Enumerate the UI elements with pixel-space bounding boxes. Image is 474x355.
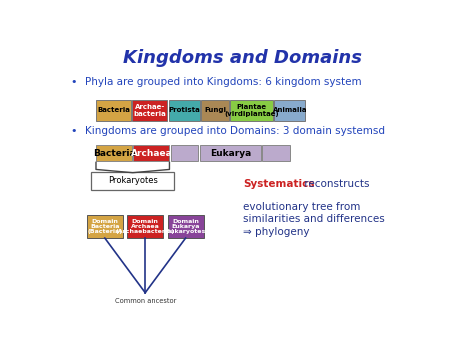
- Text: Animalia: Animalia: [273, 107, 307, 113]
- Text: Protista: Protista: [168, 107, 200, 113]
- Text: Eukarya: Eukarya: [210, 148, 251, 158]
- FancyBboxPatch shape: [87, 215, 123, 238]
- Text: •: •: [70, 126, 77, 136]
- FancyBboxPatch shape: [169, 100, 200, 120]
- FancyBboxPatch shape: [91, 172, 174, 190]
- Text: Fungi: Fungi: [204, 107, 226, 113]
- FancyBboxPatch shape: [127, 215, 163, 238]
- Text: •: •: [70, 77, 77, 87]
- Text: Common ancestor: Common ancestor: [115, 297, 176, 304]
- Text: Archae-
bacteria: Archae- bacteria: [133, 104, 166, 116]
- FancyBboxPatch shape: [201, 100, 229, 120]
- FancyBboxPatch shape: [168, 215, 204, 238]
- Text: Bacteria: Bacteria: [97, 107, 130, 113]
- Text: Archaea: Archaea: [130, 148, 173, 158]
- Text: Domain
Archaea
(Archaebacteria): Domain Archaea (Archaebacteria): [116, 219, 175, 234]
- FancyBboxPatch shape: [230, 100, 273, 120]
- Text: evolutionary tree from
similarities and differences
⇒ phylogeny: evolutionary tree from similarities and …: [243, 202, 385, 237]
- FancyBboxPatch shape: [171, 145, 199, 161]
- Text: Domain
Bacteria
(Bacteria): Domain Bacteria (Bacteria): [87, 219, 122, 234]
- FancyBboxPatch shape: [96, 145, 132, 161]
- FancyBboxPatch shape: [274, 100, 305, 120]
- Text: Domain
Eukarya
(Eukaryotes): Domain Eukarya (Eukaryotes): [163, 219, 208, 234]
- Text: Kingdoms are grouped into Domains: 3 domain systemsd: Kingdoms are grouped into Domains: 3 dom…: [85, 126, 385, 136]
- Text: Plantae
(virdiplantae): Plantae (virdiplantae): [224, 104, 279, 116]
- FancyBboxPatch shape: [262, 145, 290, 161]
- Text: Prokaryotes: Prokaryotes: [108, 176, 158, 185]
- FancyBboxPatch shape: [134, 145, 170, 161]
- Text: Phyla are grouped into Kingdoms: 6 kingdom system: Phyla are grouped into Kingdoms: 6 kingd…: [85, 77, 362, 87]
- FancyBboxPatch shape: [96, 100, 131, 120]
- Text: Bacteria: Bacteria: [93, 148, 135, 158]
- Text: Kingdoms and Domains: Kingdoms and Domains: [123, 49, 363, 67]
- Text: Systematics: Systematics: [243, 179, 314, 189]
- FancyBboxPatch shape: [200, 145, 261, 161]
- FancyBboxPatch shape: [132, 100, 167, 120]
- Text: reconstructs: reconstructs: [301, 179, 369, 189]
